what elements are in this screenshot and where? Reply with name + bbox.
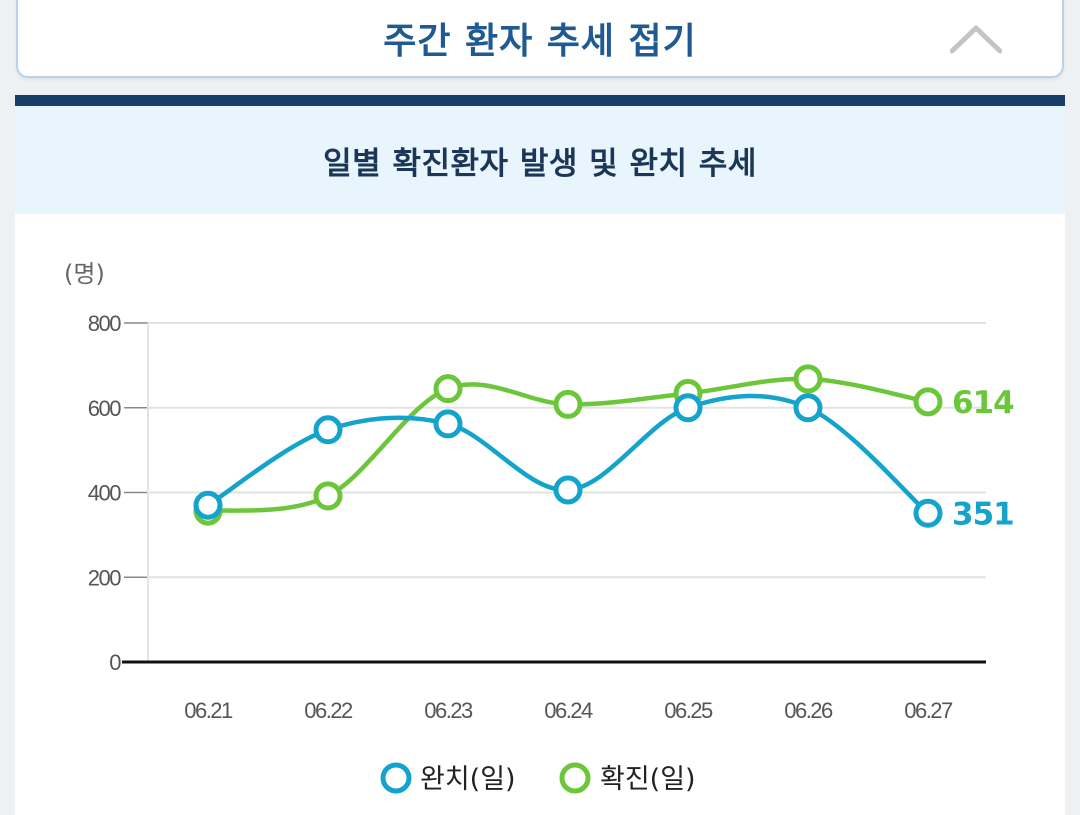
end-value-label-confirmed: 614: [952, 385, 1014, 421]
data-point-confirmed: [433, 374, 463, 404]
y-tick-label: 200: [88, 565, 121, 590]
data-point-recovered: [313, 415, 343, 445]
panel-title: 일별 확진환자 발생 및 완치 추세: [323, 145, 757, 182]
data-point-confirmed: [793, 364, 823, 394]
x-tick-label: 06.27: [904, 698, 953, 723]
legend-label-confirmed: 확진(일): [600, 764, 696, 795]
data-point-recovered: [433, 409, 463, 439]
legend: 완치(일) 확진(일): [380, 762, 696, 795]
legend-label-recovered: 완치(일): [420, 764, 516, 795]
collapse-bar-title: 주간 환자 추세 접기: [383, 21, 697, 62]
x-tick-label: 06.26: [784, 698, 833, 723]
y-unit-label: (명): [64, 260, 105, 288]
chevron-up-icon: [950, 25, 1002, 54]
data-point-recovered: [793, 393, 823, 423]
x-tick-label: 06.24: [544, 698, 593, 723]
data-point-confirmed: [553, 389, 583, 419]
y-tick-label: 800: [88, 311, 121, 336]
data-point-confirmed: [313, 481, 343, 511]
x-tick-label: 06.22: [304, 698, 353, 723]
data-point-recovered: [913, 498, 943, 528]
data-point-recovered: [553, 475, 583, 505]
x-tick-label: 06.23: [424, 698, 473, 723]
y-tick-label: 400: [88, 481, 121, 506]
chart-panel: 일별 확진환자 발생 및 완치 추세: [15, 95, 1065, 815]
panel-top-border: [15, 95, 1065, 106]
y-tick-label: 0: [109, 650, 121, 675]
data-point-recovered: [193, 490, 223, 520]
collapse-weekly-trend-button[interactable]: 주간 환자 추세 접기: [16, 0, 1064, 78]
legend-marker-confirmed: [559, 762, 591, 794]
end-value-label-recovered: 351: [952, 496, 1014, 532]
x-tick-label: 06.21: [184, 698, 233, 723]
data-point-recovered: [673, 393, 703, 423]
legend-marker-recovered: [380, 762, 412, 794]
x-tick-label: 06.25: [664, 698, 713, 723]
y-tick-label: 600: [88, 396, 121, 421]
panel-header: 일별 확진환자 발생 및 완치 추세: [15, 106, 1065, 214]
data-point-confirmed: [913, 387, 943, 417]
